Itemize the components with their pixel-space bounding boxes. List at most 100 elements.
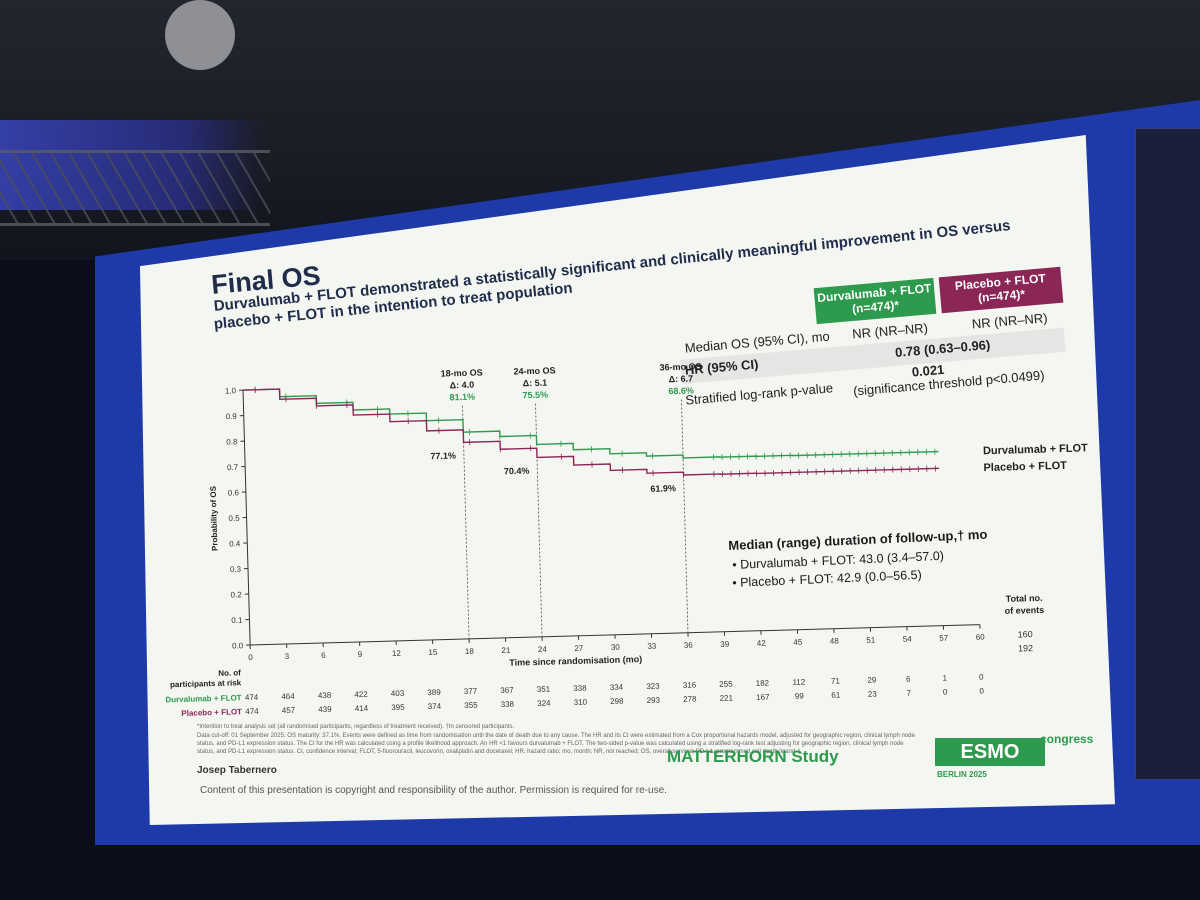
presenter-name: Josep Tabernero bbox=[197, 765, 277, 776]
y-tick-label: 0.4 bbox=[229, 539, 241, 548]
x-tick-label: 24 bbox=[538, 645, 548, 654]
risk-title-line2: participants at risk bbox=[170, 678, 242, 689]
x-tick-label: 48 bbox=[830, 637, 840, 646]
x-tick-label: 33 bbox=[647, 642, 657, 651]
y-tick-label: 0.8 bbox=[226, 437, 238, 446]
risk-value: 338 bbox=[501, 700, 515, 709]
risk-value: 221 bbox=[720, 694, 734, 703]
y-tick-label: 0.9 bbox=[226, 412, 238, 421]
risk-value: 298 bbox=[610, 697, 624, 706]
risk-value: 403 bbox=[391, 689, 405, 698]
x-tick-label: 57 bbox=[939, 633, 949, 642]
y-tick-label: 0.2 bbox=[230, 590, 242, 599]
risk-value: 374 bbox=[428, 702, 442, 711]
risk-value: 61 bbox=[831, 691, 841, 700]
landmark-title: 18-mo OS bbox=[440, 367, 482, 378]
landmark-delta: Δ: 5.1 bbox=[523, 378, 548, 389]
footnote-3-text: The CI for the HR was calculated using a… bbox=[197, 741, 904, 755]
presentation-slide bbox=[140, 135, 1115, 825]
esmo-logo: ESMO bbox=[935, 738, 1045, 766]
risk-value: 438 bbox=[318, 691, 332, 700]
congress-city: BERLIN 2025 bbox=[937, 770, 987, 779]
km-curve bbox=[243, 388, 939, 476]
x-tick-label: 30 bbox=[611, 643, 621, 652]
risk-value: 71 bbox=[831, 677, 841, 686]
x-tick-label: 42 bbox=[757, 639, 767, 648]
events-title-line1: Total no. bbox=[1006, 593, 1043, 604]
landmark-placebo: 70.4% bbox=[504, 466, 530, 477]
landmark-placebo: 61.9% bbox=[650, 483, 676, 494]
landmark-delta: Δ: 4.0 bbox=[450, 380, 475, 391]
footnote-1: *Intention to treat analysis set (all ra… bbox=[197, 724, 515, 730]
landmark-placebo: 77.1% bbox=[430, 451, 456, 462]
footnote-2-text: Data cut-off: 01 September 2025. OS matu… bbox=[197, 733, 915, 747]
landmark-durva: 81.1% bbox=[449, 392, 475, 403]
x-tick-label: 0 bbox=[248, 653, 253, 662]
risk-value: 422 bbox=[354, 690, 368, 699]
landmark-line bbox=[535, 403, 543, 637]
risk-value: 457 bbox=[282, 706, 296, 715]
esmo-logo-text: ESMO bbox=[960, 741, 1020, 763]
landmark-line bbox=[462, 405, 470, 639]
risk-value: 1 bbox=[942, 674, 947, 683]
y-tick-label: 0.1 bbox=[231, 616, 243, 625]
risk-value: 414 bbox=[355, 704, 369, 713]
risk-value: 334 bbox=[610, 683, 624, 692]
risk-value: 316 bbox=[683, 681, 697, 690]
x-tick-label: 15 bbox=[428, 648, 438, 657]
landmark-durva: 75.5% bbox=[522, 390, 548, 401]
risk-value: 338 bbox=[573, 684, 587, 693]
x-axis-label: Time since randomisation (mo) bbox=[509, 654, 642, 668]
y-tick-label: 1.0 bbox=[225, 386, 237, 395]
risk-value: 395 bbox=[391, 703, 405, 712]
x-tick-label: 21 bbox=[501, 646, 511, 655]
risk-value: 0 bbox=[943, 688, 948, 697]
risk-value: 323 bbox=[646, 682, 660, 691]
event-count: 192 bbox=[1018, 643, 1033, 653]
risk-value: 351 bbox=[537, 685, 551, 694]
copyright-notice: Content of this presentation is copyrigh… bbox=[200, 785, 667, 796]
km-chart: 0.00.10.20.30.40.50.60.70.80.91.00 3 6 9 12 1… bbox=[165, 361, 1088, 718]
x-tick-label: 39 bbox=[720, 640, 730, 649]
side-screen bbox=[1135, 128, 1200, 780]
legend-label: Durvalumab + FLOT bbox=[983, 442, 1088, 457]
stage-floor bbox=[0, 845, 1200, 900]
risk-value: 7 bbox=[906, 689, 911, 698]
legend-label: Placebo + FLOT bbox=[983, 460, 1067, 474]
y-tick-label: 0.7 bbox=[227, 463, 239, 472]
risk-value: 0 bbox=[979, 673, 984, 682]
landmark-line bbox=[681, 399, 689, 633]
ceiling-duct bbox=[165, 0, 235, 70]
risk-value: 167 bbox=[756, 693, 770, 702]
risk-value: 377 bbox=[464, 687, 478, 696]
risk-value: 310 bbox=[574, 698, 588, 707]
landmark-durva: 68.6% bbox=[668, 386, 694, 397]
risk-value: 0 bbox=[979, 687, 984, 696]
x-tick-label: 36 bbox=[684, 641, 694, 650]
x-tick-label: 54 bbox=[903, 635, 913, 644]
risk-value: 324 bbox=[537, 699, 551, 708]
y-tick-label: 0.3 bbox=[230, 565, 242, 574]
x-tick-label: 45 bbox=[793, 638, 803, 647]
x-tick-label: 18 bbox=[465, 647, 475, 656]
x-tick-label: 12 bbox=[392, 649, 402, 658]
x-tick-label: 3 bbox=[285, 652, 290, 661]
risk-value: 278 bbox=[683, 695, 697, 704]
risk-value: 355 bbox=[464, 701, 478, 710]
risk-value: 474 bbox=[245, 693, 259, 702]
lighting-truss bbox=[0, 150, 270, 226]
y-tick-label: 0.0 bbox=[232, 641, 244, 650]
risk-value: 112 bbox=[792, 677, 806, 686]
landmark-delta: Δ: 6.7 bbox=[668, 374, 693, 385]
risk-value: 389 bbox=[427, 688, 441, 697]
risk-value: 99 bbox=[795, 692, 805, 701]
risk-value: 464 bbox=[281, 692, 295, 701]
footnote-2: Data cut-off: 01 September 2025. OS matu… bbox=[197, 732, 917, 756]
x-tick-label: 9 bbox=[358, 650, 363, 659]
study-name: MATTERHORN Study bbox=[667, 747, 839, 766]
risk-value: 439 bbox=[318, 705, 332, 714]
x-tick-label: 51 bbox=[866, 636, 876, 645]
km-curve bbox=[243, 388, 939, 459]
congress-label: congress bbox=[1040, 732, 1094, 746]
